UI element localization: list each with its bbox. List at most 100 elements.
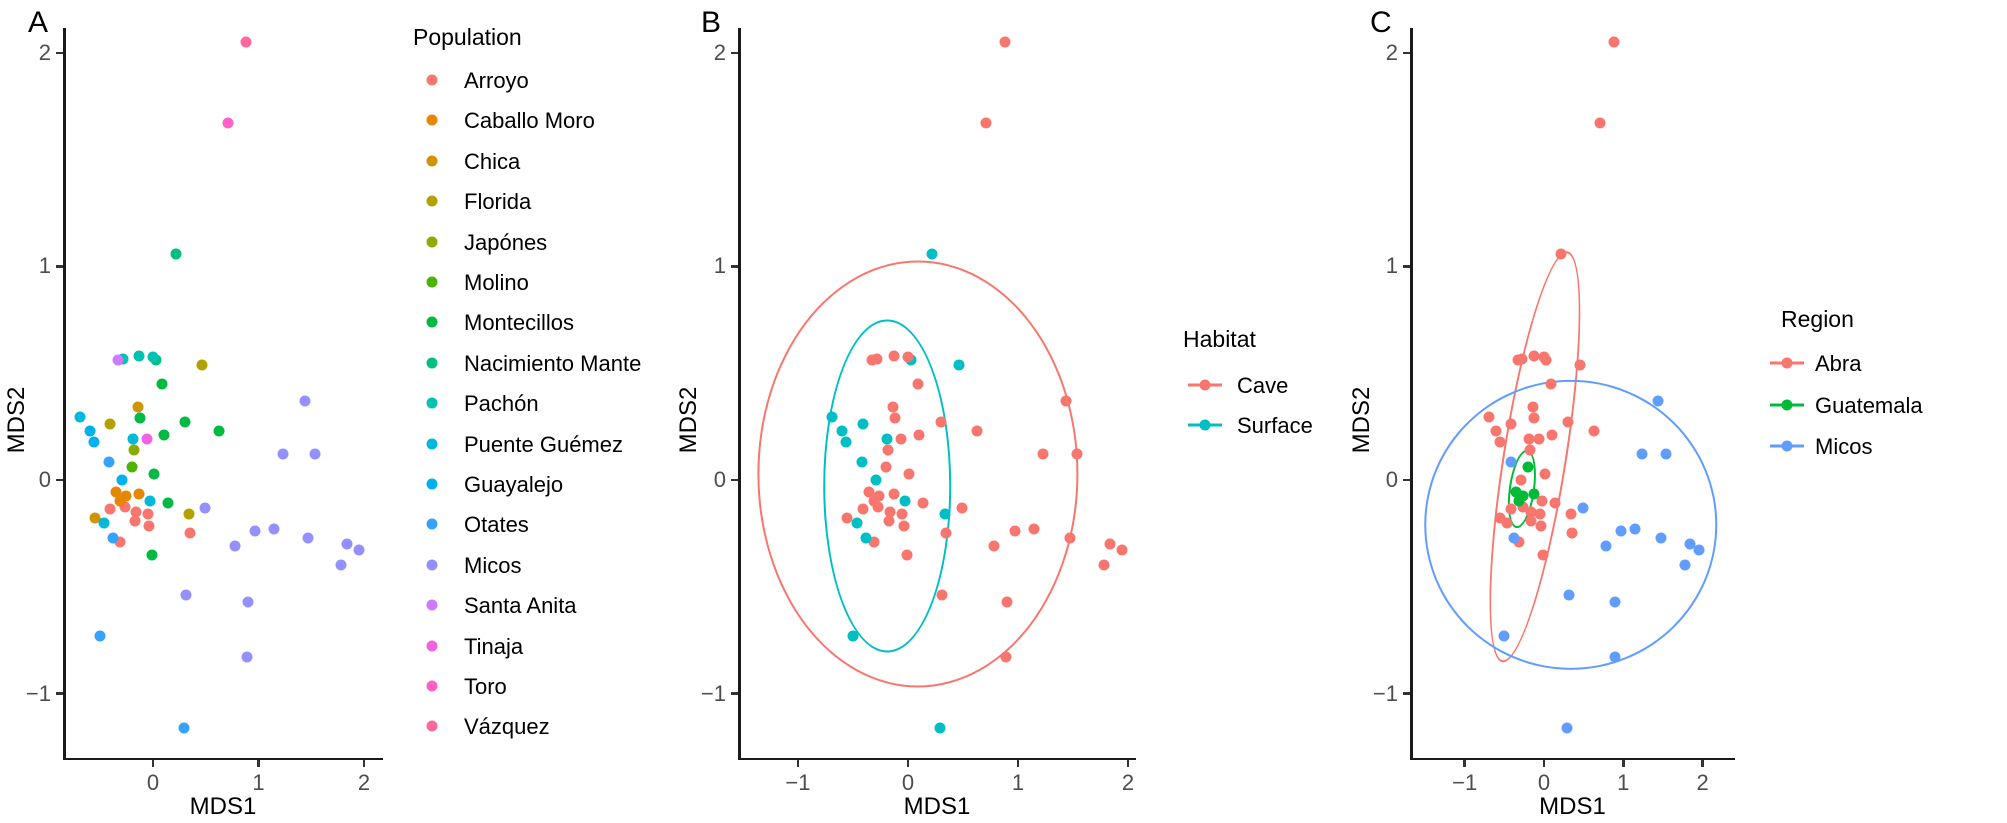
legend-item-label: Puente Guémez [464,431,623,457]
y-axis-title: MDS2 [1348,386,1375,454]
data-point [242,596,254,608]
y-tick [731,478,738,482]
panel-label-a: A [28,6,49,39]
data-point [1501,517,1513,529]
legend-dot-icon [426,397,438,409]
legend-item-label: Arroyo [464,68,529,93]
legend-dot-icon [426,599,438,611]
data-point [249,525,261,537]
x-tick [1622,760,1625,767]
data-point [888,488,900,500]
legend-item-label: Cave [1237,373,1289,398]
data-point [856,456,868,468]
data-point [1588,425,1600,437]
data-point [1525,515,1536,527]
data-point [1561,722,1573,734]
y-tick [1403,265,1410,268]
data-point [917,497,929,509]
y-tick-label: 1 [713,253,726,279]
data-point [88,436,100,448]
legend-item-label: Toro [464,674,507,699]
legend-item-label: Caballo Moro [464,108,595,134]
y-axis-line [63,28,66,760]
data-point [114,495,126,507]
y-tick [1403,692,1410,695]
data-point [840,436,852,448]
data-point [156,378,168,390]
x-tick [1701,760,1704,767]
data-point [112,354,124,366]
data-point [119,501,130,513]
legend-item-label: Molino [464,270,529,295]
data-point [183,508,195,520]
x-axis-title: MDS1 [903,793,971,820]
data-point [180,589,192,601]
data-point [1528,350,1540,362]
legend-item-label: Surface [1237,413,1313,438]
x-tick-label: 0 [146,770,160,795]
data-point [1615,525,1627,537]
data-point [1116,544,1128,556]
data-point [143,520,155,532]
legend-dot-icon [426,478,438,490]
y-axis-line [1410,28,1413,760]
x-tick-label: 0 [901,770,915,795]
data-point [1528,412,1540,424]
data-point [883,515,895,527]
data-point [1517,490,1529,502]
y-axis-title: MDS2 [675,386,702,454]
x-tick [1016,760,1020,767]
y-tick-label: 0 [38,467,51,492]
data-point [836,425,848,437]
data-point [1549,497,1561,509]
data-point [1684,538,1696,550]
data-point [889,412,901,424]
confidence-ellipse-micos [1424,379,1718,671]
data-point [1545,378,1557,390]
legend-item-label: Micos [464,552,522,578]
data-point [884,506,896,518]
data-point [999,36,1011,48]
y-tick-label: 0 [713,467,726,492]
data-point [229,540,241,552]
data-point [882,444,894,456]
data-point [110,486,122,498]
legend-title-region: Region [1781,306,1854,332]
y-tick-label: 1 [38,253,51,279]
data-point [872,501,884,513]
data-point [116,474,128,486]
data-point [103,456,115,468]
data-point [888,350,900,362]
data-point [1535,520,1547,532]
data-point [222,117,234,129]
legend-title-habitat: Habitat [1183,326,1256,352]
x-tick [362,760,366,767]
data-point [826,411,838,423]
panel-label-c: C [1370,6,1392,39]
data-point [1693,544,1705,556]
data-point [1064,532,1076,544]
data-point [1577,502,1589,514]
data-point [1562,416,1574,428]
data-point [1525,506,1537,518]
data-point [870,474,882,486]
y-tick [1403,478,1410,482]
data-point [1505,456,1517,468]
data-point [913,429,925,441]
data-point [89,512,101,524]
data-point [1594,117,1606,129]
legend-item-label: Nacimiento Mante [464,350,642,376]
x-axis-title: MDS1 [189,793,257,820]
x-axis-line [1410,757,1735,760]
data-point [1510,486,1522,498]
data-point [1001,596,1013,608]
confidence-ellipse-cave [757,260,1079,688]
legend-item-label: Tinaja [464,633,524,659]
y-axis-title: MDS2 [3,386,30,454]
data-point [1534,508,1546,520]
x-tick [257,760,260,767]
x-tick-label: −1 [785,770,811,795]
data-point [1060,395,1072,407]
legend-dot-icon [426,195,438,207]
data-point [1037,448,1049,460]
